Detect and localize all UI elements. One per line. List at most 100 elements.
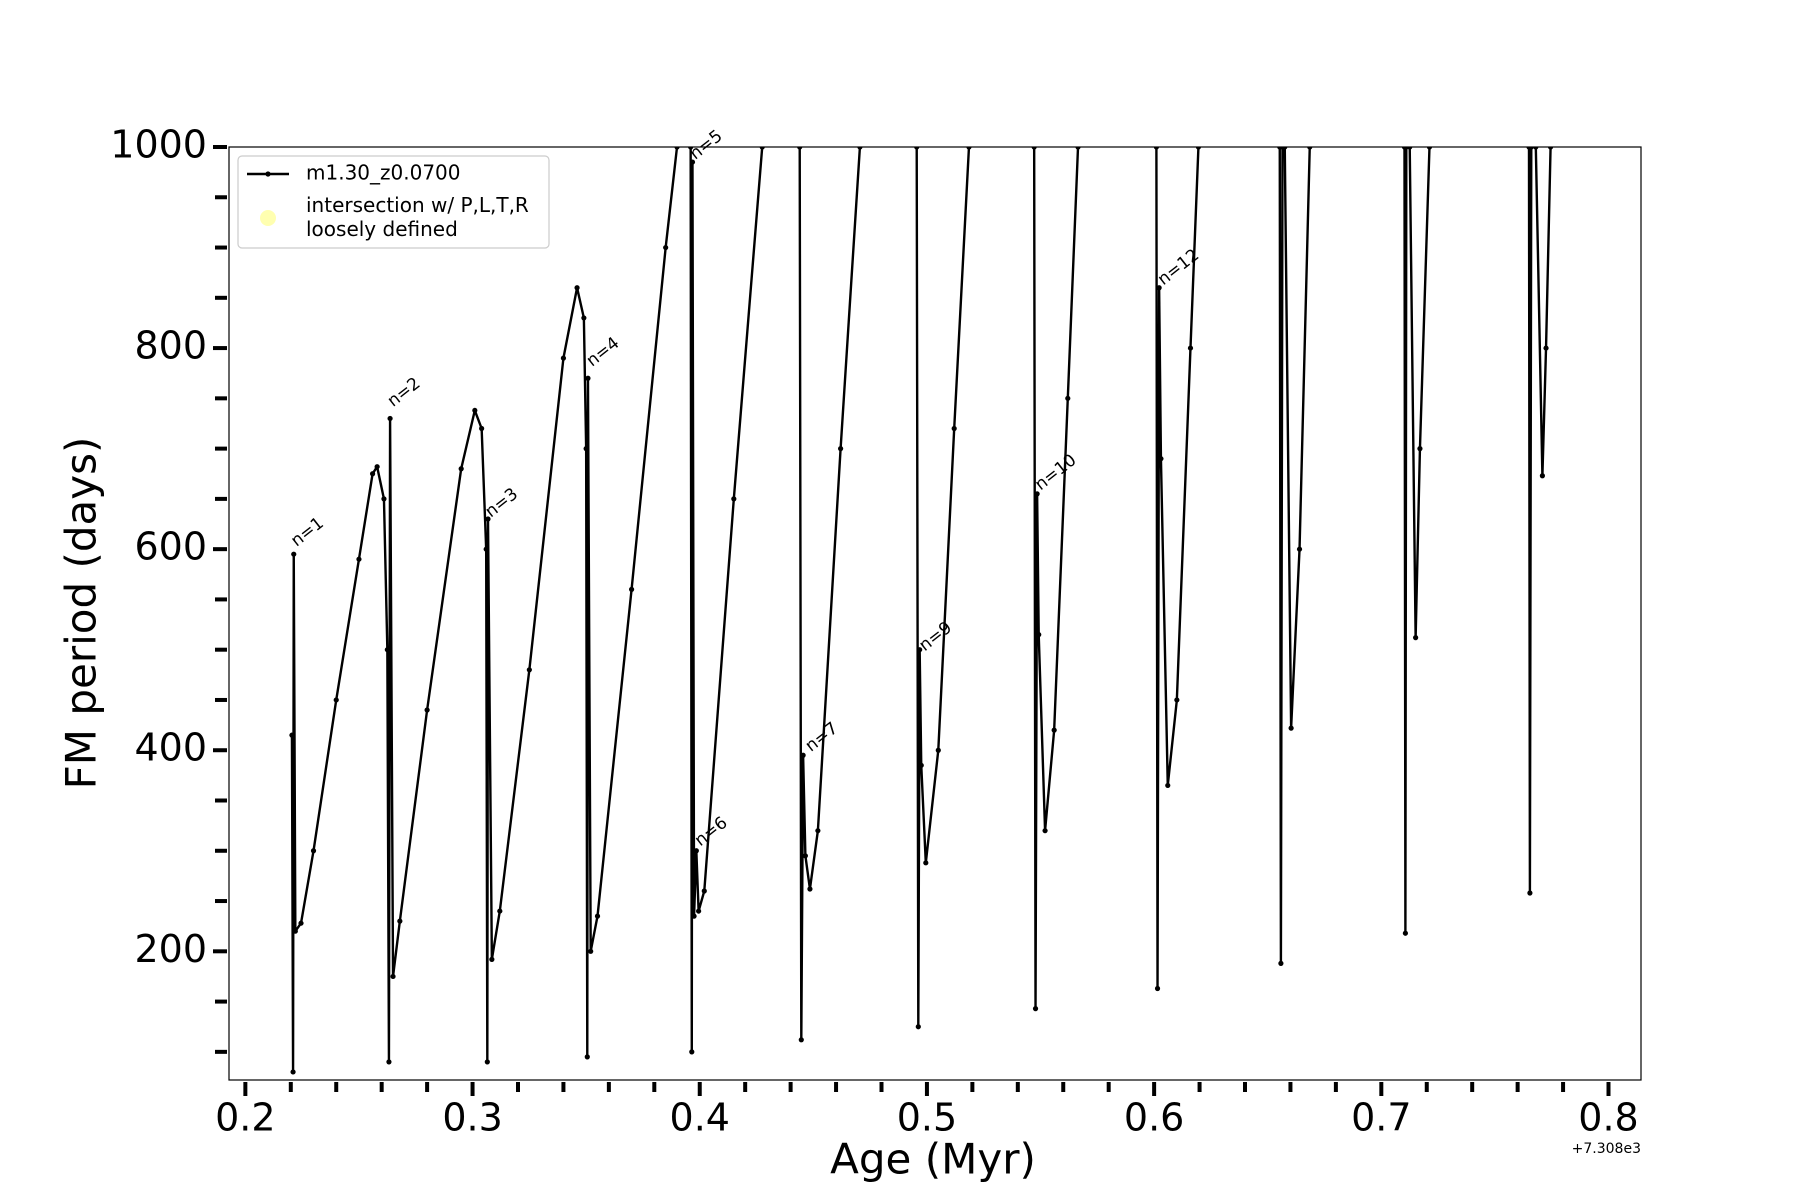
point-marker	[1278, 960, 1284, 966]
point-marker	[1195, 147, 1202, 150]
point-marker	[1539, 473, 1545, 479]
point-marker	[387, 415, 393, 422]
point-marker	[628, 586, 635, 592]
point-marker	[560, 355, 567, 361]
point-marker	[588, 948, 594, 954]
y-tick-label: 800	[134, 324, 207, 368]
point-marker	[333, 697, 339, 703]
point-marker	[1282, 147, 1288, 150]
point-marker	[1407, 147, 1413, 150]
point-marker	[472, 407, 478, 414]
point-marker	[581, 315, 587, 321]
point-marker	[1075, 147, 1081, 150]
point-marker	[1036, 632, 1042, 638]
point-marker	[1402, 930, 1409, 936]
point-marker	[1417, 446, 1423, 452]
y-tick-label: 1000	[110, 123, 207, 167]
point-marker	[585, 375, 591, 381]
legend-box	[237, 155, 550, 249]
point-marker	[1031, 147, 1037, 150]
point-marker	[663, 244, 669, 251]
point-marker	[298, 920, 304, 926]
point-marker	[800, 752, 806, 758]
legend-marker	[260, 210, 276, 226]
point-marker	[923, 860, 929, 866]
x-tick-label: 0.3	[442, 1096, 502, 1140]
y-tick-label: 600	[134, 525, 207, 569]
point-marker	[381, 496, 387, 502]
point-marker	[458, 466, 464, 472]
x-axis-label: Age (Myr)	[830, 1135, 1036, 1184]
point-marker	[1034, 491, 1040, 497]
point-marker	[914, 147, 920, 150]
point-marker	[1165, 782, 1171, 789]
point-marker	[1307, 147, 1313, 150]
y-axis-label: FM period (days)	[57, 437, 106, 790]
point-marker	[696, 908, 702, 914]
point-marker	[489, 956, 495, 962]
point-marker	[1527, 890, 1533, 896]
point-marker	[838, 446, 844, 452]
point-marker	[691, 913, 697, 919]
legend-label: m1.30_z0.0700	[306, 161, 461, 185]
point-marker	[915, 1024, 921, 1030]
point-marker	[797, 147, 803, 150]
legend-marker	[265, 171, 271, 177]
point-marker	[497, 908, 503, 914]
point-marker	[384, 647, 390, 653]
point-marker	[951, 425, 957, 432]
point-marker	[290, 1069, 296, 1075]
point-marker	[688, 147, 694, 150]
point-marker	[1288, 725, 1294, 731]
point-marker	[594, 913, 601, 919]
point-marker	[484, 1059, 490, 1065]
point-marker	[802, 853, 808, 859]
x-tick-label: 0.4	[670, 1096, 730, 1140]
point-marker	[918, 762, 924, 768]
point-marker	[291, 551, 297, 557]
point-marker	[1174, 697, 1180, 703]
point-marker	[815, 828, 821, 834]
point-marker	[1032, 1006, 1039, 1012]
x-tick-label: 0.2	[215, 1096, 275, 1140]
point-marker	[374, 464, 380, 470]
point-marker	[1296, 546, 1303, 552]
point-marker	[1413, 635, 1419, 641]
point-marker	[1156, 285, 1162, 291]
point-marker	[292, 928, 298, 934]
point-marker	[397, 918, 403, 924]
point-marker	[310, 848, 317, 854]
point-marker	[479, 425, 485, 432]
point-marker	[731, 496, 737, 502]
point-marker	[689, 159, 696, 165]
point-marker	[935, 747, 941, 753]
point-marker	[369, 471, 376, 477]
x-offset-label: +7.308e3	[1572, 1141, 1641, 1157]
plot-frame	[228, 146, 1642, 1081]
point-marker	[356, 556, 362, 562]
point-marker	[807, 886, 813, 892]
point-marker	[798, 1037, 804, 1043]
point-marker	[693, 848, 699, 854]
point-marker	[1065, 395, 1071, 401]
point-marker	[1528, 147, 1534, 150]
point-marker	[583, 446, 589, 452]
point-marker	[966, 147, 972, 150]
point-marker	[424, 707, 430, 713]
point-marker	[1533, 147, 1539, 150]
point-marker	[1158, 456, 1164, 462]
point-marker	[674, 147, 680, 150]
y-tick-label: 400	[134, 726, 207, 770]
point-marker	[1153, 147, 1159, 150]
x-tick-label: 0.7	[1351, 1096, 1411, 1140]
point-marker	[390, 973, 396, 980]
point-marker	[1187, 345, 1194, 351]
point-marker	[701, 888, 707, 894]
x-tick-label: 0.6	[1124, 1096, 1184, 1140]
point-marker	[483, 546, 489, 552]
point-marker	[857, 147, 863, 150]
point-marker	[584, 1054, 590, 1060]
x-tick-label: 0.5	[897, 1096, 957, 1140]
plot-area	[289, 147, 1554, 1075]
legend-label: intersection w/ P,L,T,R loosely defined	[306, 193, 529, 241]
